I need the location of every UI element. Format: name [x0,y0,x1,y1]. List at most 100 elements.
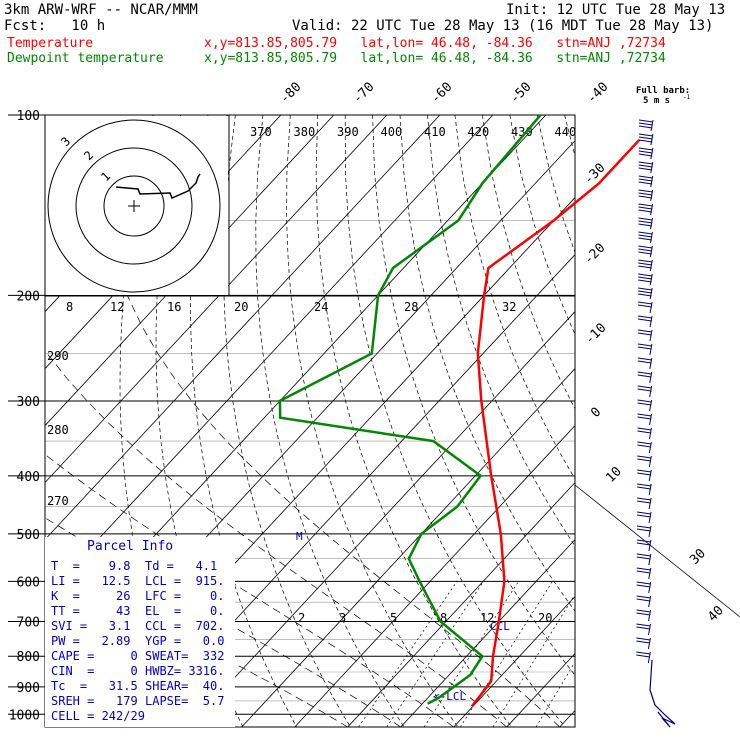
wind-barb [637,455,652,468]
mixing-ratio-label: 20 [538,611,552,625]
isotherm-label: -40 [584,80,611,107]
forecast-hour: Fcst: 10 h [4,18,106,34]
hodo-speed-label: 28 [404,300,418,314]
temperature-location: x,y=813.85,805.79 lat,lon= 46.48, -84.36… [204,36,666,51]
wind-barb [637,371,653,384]
dry-adiabat [286,115,459,727]
pressure-label: 700 [17,615,40,630]
mixing-ratio-line [423,581,519,727]
isotherm-label: 10 [603,464,625,486]
theta-label: 390 [337,125,359,139]
theta-label-left: 290 [47,349,69,363]
wind-barb [636,567,652,580]
wind-barb [636,609,652,622]
dewpoint-legend: Dewpoint temperature [7,51,164,66]
mixing-ratio-line [386,581,484,727]
pressure-label: 800 [17,650,40,665]
wind-barb [637,441,652,454]
wind-barb [637,329,653,342]
parcel-row-right: LCL = 915. [145,574,225,588]
hodo-speed-label: 32 [502,300,516,314]
wind-barb [638,245,653,258]
dry-adiabat [190,115,297,727]
wind-barb [636,525,652,538]
wind-barb-surface [649,659,676,728]
wind-barb [638,231,653,244]
wind-barb [637,343,653,356]
dry-adiabat [729,115,740,727]
wind-barb [638,203,654,216]
pressure-label: 300 [17,395,40,410]
dry-adiabat [427,115,575,547]
parcel-row-left: TT = 43 [51,604,131,618]
moist-adiabat [126,295,560,727]
wind-barb [637,399,653,412]
isotherm [613,115,740,727]
isotherm-label: -60 [428,80,455,107]
theta-label-left: 280 [47,423,69,437]
isotherm [453,595,575,727]
parcel-row-left: K = 26 [51,589,131,603]
valid-time: Valid: 22 UTC Tue 28 May 13 (16 MDT Tue … [292,18,714,34]
model-title: 3km ARW-WRF -- NCAR/MMM [4,2,198,18]
theta-label: 370 [250,125,272,139]
wind-barb [638,273,653,286]
parcel-row-left: Tc = 31.5 [51,679,138,693]
mixing-ratio-line [460,581,553,727]
parcel-row-right: LFC = 0. [145,589,225,603]
parcel-row-right: YGP = 0.0 [145,634,225,648]
isotherm-label: -20 [581,241,608,268]
isotherm [45,115,335,427]
pressure-label: 600 [17,575,40,590]
dry-adiabat [399,115,575,612]
pressure-label: 500 [17,528,40,543]
theta-label: 420 [468,125,490,139]
isotherm [506,652,575,727]
parcel-row-right: HWBZ= 3316. [145,664,225,678]
isotherm-label: -50 [507,80,534,107]
theta-label: 440 [555,125,577,139]
parcel-row-right: EL = 0. [145,604,225,618]
barb-key-units: 5 m s [643,96,670,106]
mixing-ratio-line [358,581,458,727]
parcel-row-left: LI = 12.5 [51,574,131,588]
wind-barb [636,595,652,608]
isotherm [400,538,575,727]
isotherm [241,368,575,727]
isotherm [45,115,441,541]
parcel-row-left: CAPE = 0 [51,649,138,663]
parcel-row-right: SWEAT= 332 [145,649,225,663]
wind-barb [638,301,653,314]
hodo-speed-label: 20 [234,300,248,314]
dry-adiabat [647,115,740,727]
theta-label: 430 [511,125,533,139]
parcel-row-left: SVI = 3.1 [51,619,131,633]
wind-barb [638,147,654,160]
parcel-row-right: CCL = 702. [145,619,225,633]
dry-adiabat [536,115,575,254]
pressure-label: 900 [17,681,40,696]
theta-label: 410 [424,125,446,139]
isotherm-label: 0 [588,405,604,421]
parcel-row-right: LAPSE= 5.7 [145,694,225,708]
mixing-ratio-label: 12 [480,611,494,625]
isotherm [347,482,575,727]
wind-barb [637,483,652,496]
skew-guide [574,484,740,618]
chart-annotation: <-LCL [433,690,466,703]
dry-adiabat [509,115,575,335]
dry-adiabat [155,115,244,727]
plot-border [44,114,576,728]
moist-adiabat [45,349,507,727]
hodo-speed-label: 16 [167,300,181,314]
mixing-ratio-label: 5 [390,611,397,625]
wind-barb [637,413,653,426]
dry-adiabat [344,115,566,727]
isotherm-label: 30 [687,546,709,568]
chart-annotation: CCL [490,620,510,633]
dry-adiabat [454,115,575,480]
pressure-label: 200 [17,289,40,304]
wind-barb [637,427,652,440]
mixing-ratio-label: 2 [298,611,305,625]
temperature-legend: Temperature [7,36,94,51]
